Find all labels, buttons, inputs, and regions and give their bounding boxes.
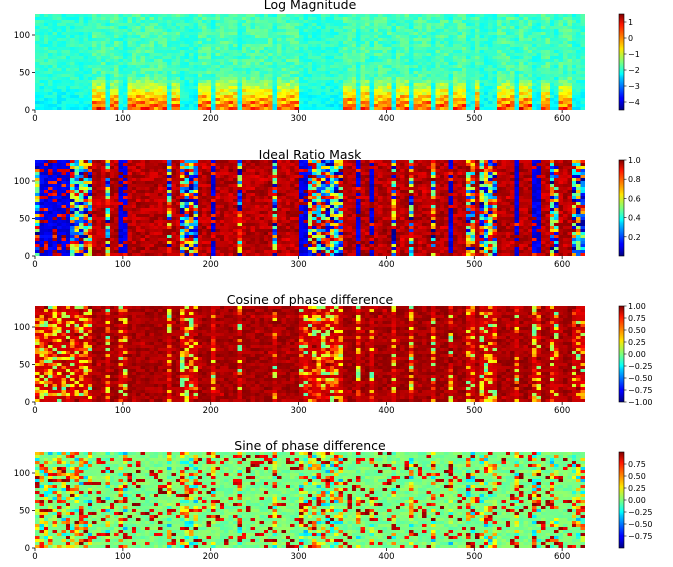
colorbar-tick-label: −1 — [628, 50, 640, 59]
heatmap-panel: Log Magnitude 0 100 200 300 400 500 600 0 50 100 1 0… — [14, 0, 640, 124]
panel-title: Sine of phase difference — [234, 438, 386, 453]
x-tick-label: 0 — [32, 260, 37, 270]
x-tick-label: 100 — [115, 260, 131, 270]
colorbar-tick-label: 0.6 — [628, 194, 641, 203]
colorbar-tick-label: 0.50 — [628, 326, 646, 335]
colorbar-tick-label: 0.75 — [628, 314, 646, 323]
panel-title: Ideal Ratio Mask — [259, 147, 362, 162]
y-tick-label: 50 — [19, 69, 30, 79]
colorbar-tick-label: 0.2 — [628, 233, 641, 242]
heatmap-image — [35, 452, 585, 548]
heatmap-panel: Ideal Ratio Mask 0 100 200 300 400 500 600 0 50 10… — [14, 147, 641, 270]
x-tick-label: 200 — [203, 406, 219, 416]
x-tick-label: 300 — [290, 114, 306, 124]
x-tick-label: 600 — [554, 406, 570, 416]
x-tick-label: 300 — [290, 406, 306, 416]
colorbar-tick-label: 0.00 — [628, 496, 646, 505]
x-tick-label: 200 — [203, 552, 219, 562]
y-tick-label: 50 — [19, 361, 30, 371]
colorbar-tick-label: −0.25 — [628, 362, 653, 371]
y-tick-label: 100 — [14, 177, 30, 187]
y-tick-label: 100 — [14, 323, 30, 333]
x-tick-label: 400 — [378, 260, 394, 270]
colorbar-tick-label: −0.75 — [628, 532, 653, 541]
x-tick-label: 200 — [203, 114, 219, 124]
x-tick-label: 400 — [378, 552, 394, 562]
y-tick-label: 50 — [19, 215, 30, 225]
colorbar — [618, 159, 625, 257]
x-tick-label: 500 — [466, 114, 482, 124]
colorbar-tick-label: 0.25 — [628, 338, 646, 347]
x-tick-label: 400 — [378, 114, 394, 124]
colorbar — [618, 13, 625, 111]
y-tick-label: 0 — [25, 106, 30, 116]
x-tick-label: 100 — [115, 552, 131, 562]
x-tick-label: 600 — [554, 552, 570, 562]
colorbar-tick-label: 0.00 — [628, 350, 646, 359]
colorbar-tick-label: −3 — [628, 82, 640, 91]
x-tick-label: 500 — [466, 552, 482, 562]
heatmap-panel: Cosine of phase difference 0 100 200 300 400 5… — [14, 292, 653, 416]
x-tick-label: 300 — [290, 552, 306, 562]
x-tick-label: 0 — [32, 406, 37, 416]
colorbar-tick-label: 0.75 — [628, 460, 646, 469]
x-tick-label: 0 — [32, 552, 37, 562]
x-tick-label: 100 — [115, 406, 131, 416]
colorbar-tick-label: −0.50 — [628, 520, 653, 529]
colorbar-tick-label: 0.25 — [628, 484, 646, 493]
colorbar-tick-label: 0 — [628, 34, 633, 43]
panel-title: Log Magnitude — [264, 0, 357, 12]
colorbar-tick-label: −0.50 — [628, 374, 653, 383]
panel-title: Cosine of phase difference — [227, 292, 394, 307]
colorbar-tick-label: −0.25 — [628, 508, 653, 517]
y-tick-label: 100 — [14, 31, 30, 41]
heatmap-image — [35, 306, 585, 402]
colorbar-tick-label: −1.00 — [628, 398, 653, 407]
colorbar-tick-label: 1.0 — [628, 156, 641, 165]
y-tick-label: 0 — [25, 544, 30, 554]
x-tick-label: 100 — [115, 114, 131, 124]
colorbar-tick-label: −0.75 — [628, 386, 653, 395]
y-tick-label: 0 — [25, 252, 30, 262]
x-tick-label: 600 — [554, 260, 570, 270]
heatmap-image — [35, 160, 585, 256]
x-tick-label: 200 — [203, 260, 219, 270]
x-tick-label: 300 — [290, 260, 306, 270]
colorbar-tick-label: 1.00 — [628, 302, 646, 311]
colorbar-tick-label: −4 — [628, 98, 640, 107]
y-tick-label: 0 — [25, 398, 30, 408]
x-tick-label: 0 — [32, 114, 37, 124]
colorbar-tick-label: 1 — [628, 18, 633, 27]
colorbar — [618, 451, 625, 549]
colorbar-tick-label: 0.8 — [628, 175, 641, 184]
y-tick-label: 50 — [19, 507, 30, 517]
y-tick-label: 100 — [14, 469, 30, 479]
x-tick-label: 500 — [466, 406, 482, 416]
x-tick-label: 600 — [554, 114, 570, 124]
colorbar-tick-label: 0.50 — [628, 472, 646, 481]
x-tick-label: 500 — [466, 260, 482, 270]
x-tick-label: 400 — [378, 406, 394, 416]
colorbar-tick-label: 0.4 — [628, 214, 641, 223]
heatmap-image — [35, 14, 585, 110]
colorbar — [618, 305, 625, 403]
colorbar-tick-label: −2 — [628, 66, 640, 75]
